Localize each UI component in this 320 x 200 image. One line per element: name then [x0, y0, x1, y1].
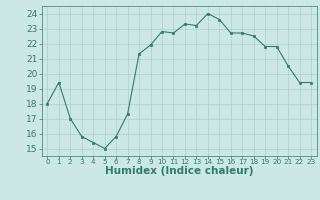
X-axis label: Humidex (Indice chaleur): Humidex (Indice chaleur)	[105, 166, 253, 176]
